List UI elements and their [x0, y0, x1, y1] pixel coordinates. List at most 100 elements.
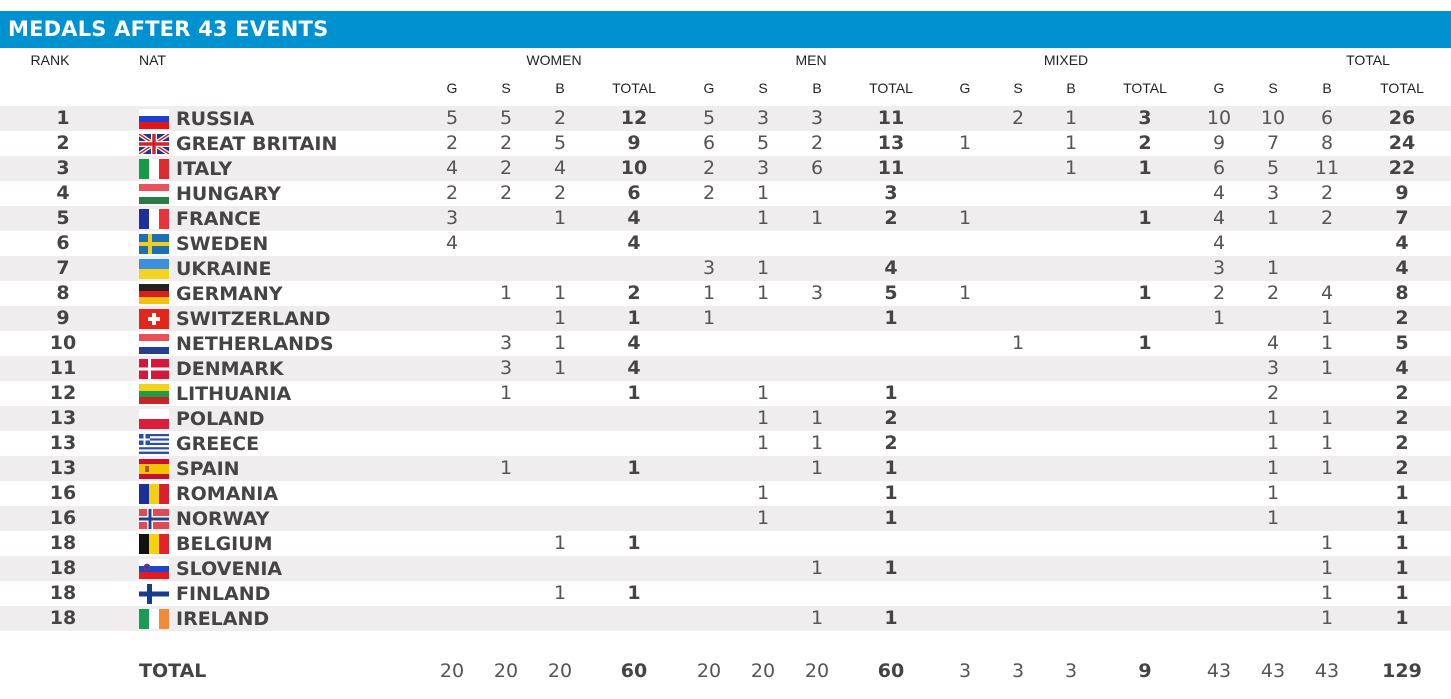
women-g-cell: 2: [445, 132, 459, 154]
norway-flag-icon: [139, 509, 169, 529]
men-b-cell: 6: [810, 157, 824, 179]
men-total-cell: 5: [884, 282, 898, 304]
total-total-cell: 24: [1388, 132, 1416, 154]
nation-name: SWEDEN: [176, 233, 269, 255]
men-total-cell: 11: [877, 157, 905, 179]
total-s-cell: 5: [1266, 157, 1280, 179]
rank-cell: 5: [56, 207, 70, 229]
page-title: MEDALS AFTER 43 EVENTS: [8, 17, 329, 41]
total-s-cell: 1: [1266, 482, 1280, 504]
mixed-g-cell: 1: [958, 282, 972, 304]
total-g-cell: 4: [1212, 207, 1226, 229]
men-total-cell: 2: [884, 207, 898, 229]
total-b-cell: 1: [1320, 532, 1334, 554]
total-total-cell: 8: [1395, 282, 1409, 304]
women-s-cell: 1: [499, 382, 513, 404]
total-total-cell: 4: [1395, 357, 1409, 379]
nation-name: NORWAY: [176, 508, 270, 530]
women-b-cell: 5: [553, 132, 567, 154]
men-total-cell: 1: [884, 557, 898, 579]
rank-cell: 4: [56, 182, 70, 204]
header-mixed-b: B: [1066, 80, 1076, 96]
spain-flag-icon: [139, 459, 169, 479]
total-g-cell: 1: [1212, 307, 1226, 329]
romania-flag-icon: [139, 484, 169, 504]
header-women-total: TOTAL: [612, 80, 656, 96]
nation-name: LITHUANIA: [176, 383, 292, 405]
header-women-s: S: [501, 80, 511, 96]
men-g-cell: 5: [702, 107, 716, 129]
total-total-cell: 7: [1395, 207, 1409, 229]
nation-name: DENMARK: [176, 358, 284, 380]
total-total-cell: 4: [1395, 232, 1409, 254]
nation-name: SWITZERLAND: [176, 308, 331, 330]
total-s-cell: 1: [1266, 407, 1280, 429]
women-b-cell: 1: [553, 532, 567, 554]
total-b-cell: 1: [1320, 332, 1334, 354]
women-s-cell: 3: [499, 357, 513, 379]
header-mixed-g: G: [959, 80, 971, 96]
women-total-cell: 12: [620, 107, 648, 129]
total-total-cell: 5: [1395, 332, 1409, 354]
women-total-cell: 6: [627, 182, 641, 204]
men-total-cell: 2: [884, 407, 898, 429]
mixed-total-cell: 1: [1138, 282, 1152, 304]
total-total-cell: 1: [1395, 532, 1409, 554]
grand-total-total: 129: [1382, 660, 1422, 682]
total-b-cell: 8: [1320, 132, 1334, 154]
table-row: 4 HUNGARY 2 2 2 6 2 1 3 4 3 2 9: [0, 181, 1451, 206]
ukraine-flag-icon: [139, 259, 169, 279]
belgium-flag-icon: [139, 534, 169, 554]
table-row: 7 UKRAINE 3 1 4 3 1 4: [0, 256, 1451, 281]
nation-name: FRANCE: [176, 208, 262, 230]
women-b-cell: 1: [553, 332, 567, 354]
title-bar: MEDALS AFTER 43 EVENTS: [0, 11, 1451, 48]
total-b-cell: 1: [1320, 457, 1334, 479]
women-s-cell: 1: [499, 282, 513, 304]
grand-men-total: 60: [877, 660, 905, 682]
sweden-flag-icon: [139, 234, 169, 254]
table-row: 16 NORWAY 1 1 1 1: [0, 506, 1451, 531]
men-b-cell: 2: [810, 132, 824, 154]
table-row: 8 GERMANY 1 1 2 1 1 3 5 1 1 2 2 4 8: [0, 281, 1451, 306]
total-total-cell: 1: [1395, 507, 1409, 529]
header-women-b: B: [555, 80, 565, 96]
men-b-cell: 1: [810, 457, 824, 479]
total-total-cell: 1: [1395, 607, 1409, 629]
women-b-cell: 1: [553, 307, 567, 329]
grand-mixed-s: 3: [1011, 660, 1025, 682]
women-b-cell: 1: [553, 582, 567, 604]
men-s-cell: 1: [756, 257, 770, 279]
women-g-cell: 5: [445, 107, 459, 129]
men-g-cell: 1: [702, 307, 716, 329]
total-g-cell: 6: [1212, 157, 1226, 179]
table-row: 13 POLAND 1 1 2 1 1 2: [0, 406, 1451, 431]
rank-cell: 18: [49, 557, 77, 579]
total-s-cell: 10: [1260, 107, 1286, 129]
women-total-cell: 2: [627, 282, 641, 304]
women-total-cell: 1: [627, 532, 641, 554]
lithuania-flag-icon: [139, 384, 169, 404]
nation-name: GREAT BRITAIN: [176, 133, 338, 155]
mixed-b-cell: 1: [1064, 157, 1078, 179]
nation-name: RUSSIA: [176, 108, 255, 130]
header-total-g: G: [1213, 80, 1225, 96]
rank-cell: 16: [49, 507, 77, 529]
men-s-cell: 5: [756, 132, 770, 154]
men-s-cell: 1: [756, 507, 770, 529]
total-g-cell: 4: [1212, 232, 1226, 254]
poland-flag-icon: [139, 409, 169, 429]
mixed-s-cell: 1: [1011, 332, 1025, 354]
men-g-cell: 2: [702, 157, 716, 179]
women-s-cell: 2: [499, 157, 513, 179]
rank-cell: 6: [56, 232, 70, 254]
men-s-cell: 1: [756, 407, 770, 429]
table-row: 2 GREAT BRITAIN 2 2 5 9 6 5 2 13 1 1 2 9 7 8 24: [0, 131, 1451, 156]
rank-cell: 8: [56, 282, 70, 304]
mixed-b-cell: 1: [1064, 107, 1078, 129]
men-g-cell: 6: [702, 132, 716, 154]
men-s-cell: 3: [756, 107, 770, 129]
grand-total-g: 43: [1206, 660, 1232, 682]
rank-cell: 7: [56, 257, 70, 279]
men-total-cell: 1: [884, 457, 898, 479]
